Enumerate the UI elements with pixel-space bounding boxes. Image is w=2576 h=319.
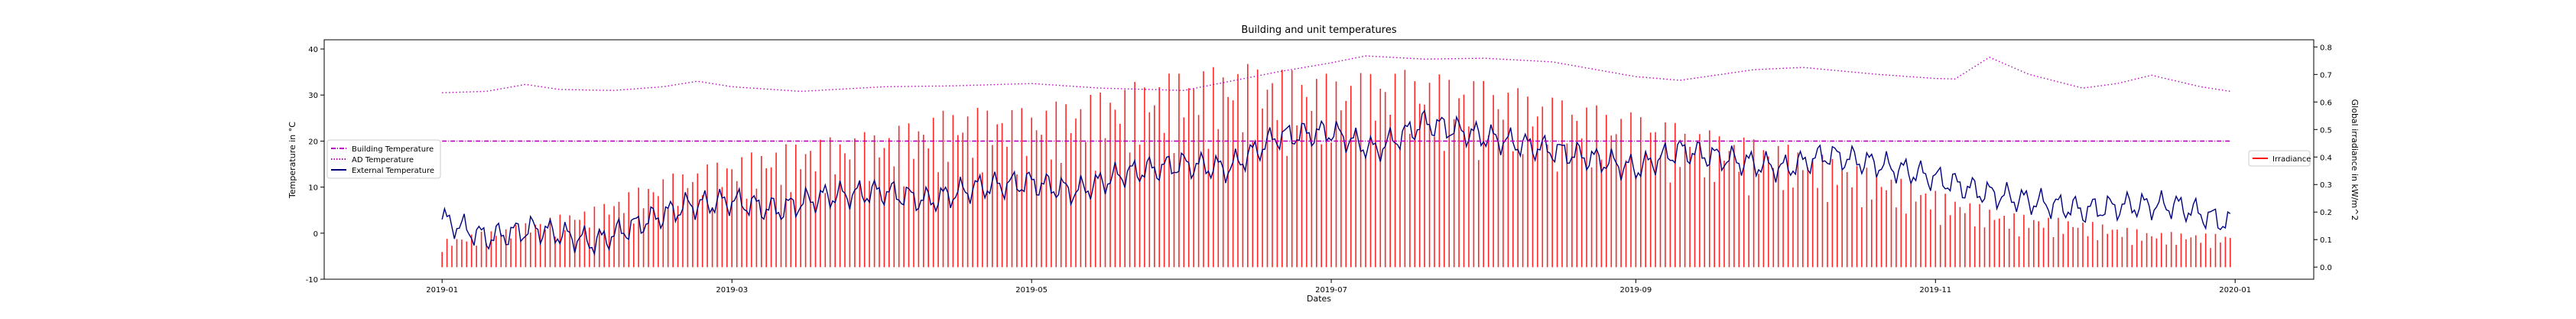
series-irradiance (441, 63, 2231, 268)
y-left-tick-label: 30 (308, 92, 318, 100)
y-right-tick-label: 0.4 (2320, 154, 2332, 162)
y-axis-left-label: Temperature in °C (287, 122, 297, 199)
y-right-tick-label: 0.0 (2320, 264, 2332, 272)
y-left-tick-label: 10 (308, 184, 318, 193)
x-tick-label: 2020-01 (2219, 286, 2251, 295)
y-left-tick-label: -10 (306, 276, 318, 285)
x-axis-label: Dates (1307, 294, 1331, 304)
y-left-tick-label: 20 (308, 138, 318, 146)
x-tick-label: 2019-05 (1015, 286, 1048, 295)
x-tick-label: 2019-01 (426, 286, 458, 295)
y-left-tick-label: 40 (308, 46, 318, 54)
y-left-tick-label: 0 (313, 230, 318, 239)
y-right-tick-label: 0.8 (2320, 44, 2332, 52)
y-right-tick-label: 0.2 (2320, 209, 2332, 217)
series-external-temperature (441, 109, 2231, 256)
legend-left-box (326, 139, 441, 179)
legend-left: Building Temperature AD Temperature Exte… (326, 139, 441, 179)
legend-right-box (2248, 150, 2311, 167)
y-axis-right-label: Global irradiance in kW/m^2 (2350, 99, 2360, 221)
legend-label-ad-temperature: AD Temperature (352, 156, 414, 164)
y-right-tick-label: 0.7 (2320, 71, 2332, 80)
chart-title: Building and unit temperatures (1241, 24, 1396, 36)
legend-label-irradiance: Irradiance (2272, 155, 2311, 164)
y-axis-right-ticks: 0.0 0.1 0.2 0.3 0.4 0.5 0.6 0.7 0.8 (2314, 44, 2332, 272)
plot-frame (323, 39, 2315, 280)
x-axis-ticks: 2019-01 2019-03 2019-05 2019-07 2019-09 2019-… (426, 279, 2251, 295)
y-right-tick-label: 0.3 (2320, 181, 2332, 190)
x-tick-label: 2019-03 (716, 286, 748, 295)
y-right-tick-label: 0.6 (2320, 99, 2332, 107)
y-right-tick-label: 0.1 (2320, 236, 2332, 245)
plot-series (441, 55, 2231, 268)
series-ad-temperature (442, 55, 2230, 93)
legend-label-building-temperature: Building Temperature (352, 145, 434, 154)
legend-right: Irradiance (2248, 150, 2311, 167)
legend-label-external-temperature: External Temperature (352, 167, 434, 175)
x-tick-label: 2019-07 (1315, 286, 1347, 295)
y-right-tick-label: 0.5 (2320, 126, 2332, 135)
y-axis-left-ticks: -10 0 10 20 30 40 (306, 46, 324, 285)
x-tick-label: 2019-11 (1919, 286, 1951, 295)
x-tick-label: 2019-09 (1619, 286, 1652, 295)
